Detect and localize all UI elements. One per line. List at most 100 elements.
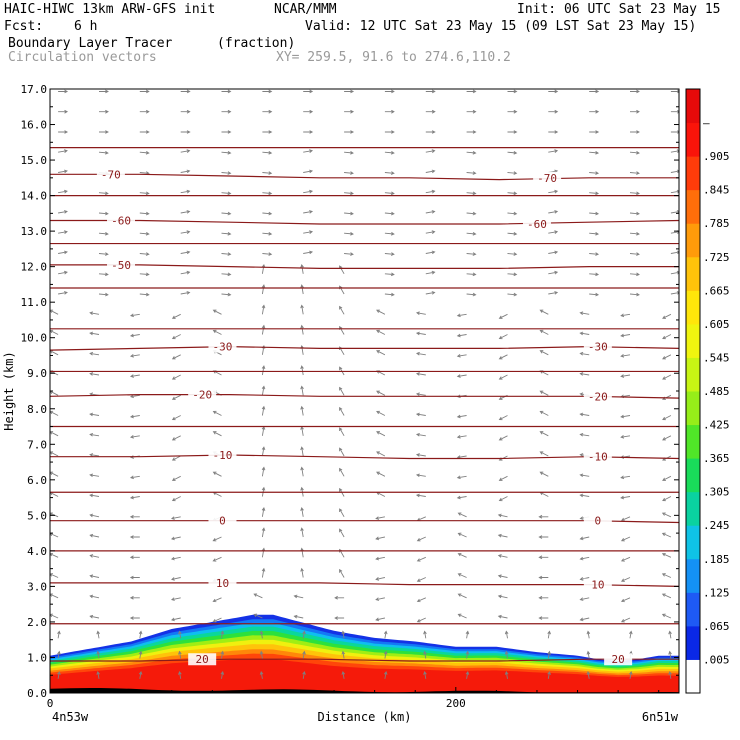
circulation-vector — [89, 614, 100, 619]
circulation-vector — [129, 374, 140, 378]
circulation-vector — [375, 516, 385, 520]
circulation-vector — [58, 250, 68, 255]
circulation-vector — [425, 250, 436, 255]
colorbar-swatch — [686, 122, 700, 157]
circulation-vector — [221, 272, 232, 277]
circulation-vector — [302, 650, 306, 659]
model-title: HAIC-HIWC 13km ARW-GFS init — [4, 2, 216, 17]
circulation-vector — [139, 151, 150, 155]
circulation-vector — [58, 230, 68, 234]
circulation-vector — [504, 670, 509, 679]
circulation-vector — [344, 130, 355, 134]
circulation-vector — [539, 431, 549, 437]
circulation-vector — [58, 210, 68, 214]
colorbar-label: .785 — [703, 217, 730, 230]
circulation-vector — [212, 309, 222, 315]
circulation-vector — [629, 292, 640, 297]
circulation-vector — [538, 514, 549, 519]
circulation-vector — [262, 89, 273, 94]
colorbar-swatch — [686, 189, 700, 224]
colorbar-label: .845 — [703, 184, 730, 197]
circulation-vector — [220, 650, 225, 659]
circulation-vector — [303, 210, 314, 214]
circulation-vector — [344, 191, 354, 196]
circulation-vector — [579, 597, 590, 601]
circulation-vector — [50, 350, 59, 356]
circulation-vector — [180, 210, 191, 214]
circulation-vector — [262, 130, 273, 134]
circulation-vector — [129, 414, 140, 419]
circulation-vector — [630, 130, 640, 134]
circulation-vector — [300, 304, 304, 315]
circulation-vector — [89, 554, 100, 558]
colorbar-swatch — [686, 659, 700, 694]
circulation-vector — [129, 313, 140, 318]
circulation-vector — [383, 630, 388, 639]
circulation-vector — [456, 414, 467, 419]
circulation-vector — [466, 191, 477, 196]
circulation-vector — [58, 149, 68, 153]
circulation-vector — [507, 252, 518, 256]
isotherm-label: 0 — [595, 515, 602, 528]
circulation-vector — [376, 451, 386, 457]
circulation-vector — [547, 630, 551, 639]
colorbar-label: .125 — [703, 586, 730, 599]
circulation-vector — [212, 491, 222, 497]
circulation-vector — [423, 650, 427, 659]
circulation-vector — [497, 513, 508, 518]
circulation-vector — [498, 415, 508, 421]
circulation-vector — [589, 109, 600, 114]
circulation-vector — [620, 374, 631, 378]
circulation-vector — [425, 270, 436, 275]
circulation-vector — [538, 555, 549, 560]
circulation-vector — [579, 372, 590, 376]
circulation-vector — [303, 149, 314, 153]
circulation-vector — [629, 191, 640, 196]
circulation-vector — [98, 191, 109, 196]
circulation-vector — [180, 130, 191, 134]
circulation-vector — [507, 292, 518, 297]
circulation-vector — [415, 432, 426, 437]
circulation-vector — [539, 350, 549, 356]
circulation-vector — [58, 109, 69, 114]
colorbar-swatch — [686, 323, 700, 358]
circulation-vector — [98, 292, 109, 297]
circulation-vector — [89, 351, 100, 356]
terrain — [50, 688, 679, 693]
circulation-vector — [262, 252, 273, 256]
circulation-vector — [261, 385, 266, 396]
circulation-vector — [171, 415, 181, 421]
circulation-vector — [58, 189, 68, 194]
circulation-vector — [504, 630, 509, 639]
circulation-vector — [98, 151, 109, 155]
circulation-vector — [376, 491, 386, 497]
circulation-vector — [98, 272, 109, 277]
y-tick-label: 7.0 — [27, 438, 47, 451]
circulation-vector — [538, 595, 549, 600]
valid-time: Valid: 12 UTC Sat 23 May 15 (09 LST Sat … — [305, 19, 697, 34]
circulation-vector — [221, 89, 232, 94]
circulation-vector — [171, 313, 181, 319]
circulation-vector — [139, 191, 150, 196]
circulation-vector — [589, 151, 600, 155]
circulation-vector — [212, 617, 222, 623]
circulation-vector — [498, 374, 508, 380]
circulation-vector — [376, 350, 386, 356]
circulation-vector — [259, 630, 264, 639]
circulation-vector — [629, 670, 633, 679]
circulation-vector — [171, 577, 181, 581]
circulation-vector — [630, 109, 640, 114]
circulation-vector — [504, 650, 509, 659]
circulation-vector — [425, 189, 436, 194]
circulation-vector — [415, 493, 426, 498]
circulation-vector — [415, 473, 426, 478]
circulation-vector — [466, 211, 477, 216]
circulation-vector — [344, 151, 354, 155]
circulation-vector — [465, 650, 470, 659]
circulation-vector — [497, 574, 508, 578]
circulation-vector — [89, 432, 100, 437]
circulation-vector — [579, 493, 590, 498]
circulation-vector — [670, 189, 679, 194]
y-tick-label: 14.0 — [21, 190, 48, 203]
circulation-vector — [261, 405, 266, 416]
